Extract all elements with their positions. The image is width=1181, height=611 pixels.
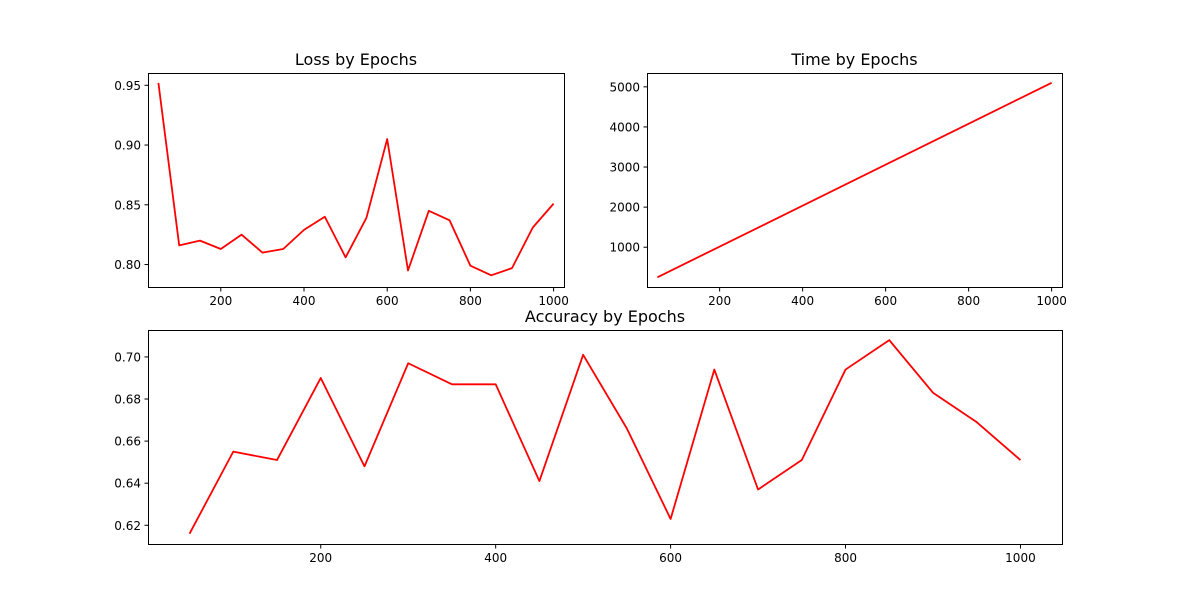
y-tick-label: 4000: [609, 120, 640, 134]
x-tick-label: 400: [484, 551, 507, 565]
y-tick-label: 0.68: [114, 393, 141, 407]
y-tick-label: 1000: [609, 241, 640, 255]
x-tick-label: 400: [791, 294, 814, 308]
y-tick-label: 0.70: [114, 350, 141, 364]
axes-frame: [148, 330, 1063, 545]
axes-frame: [647, 73, 1063, 288]
x-tick-label: 1000: [538, 294, 569, 308]
loss-chart: Loss by Epochs 200 400 600 800 1000 0.80 0.85 0…: [114, 50, 569, 308]
series-line: [656, 82, 1053, 279]
x-tick-label: 200: [708, 294, 731, 308]
y-tick-label: 5000: [609, 80, 640, 94]
y-tick-label: 2000: [609, 201, 640, 215]
chart-title: Loss by Epochs: [295, 50, 417, 69]
y-tick-label: 0.66: [114, 435, 141, 449]
y-tick-label: 3000: [609, 161, 640, 175]
x-tick-label: 1000: [1005, 551, 1036, 565]
chart-title: Accuracy by Epochs: [525, 307, 685, 326]
series-line: [188, 339, 1022, 535]
x-tick-label: 200: [309, 551, 332, 565]
y-tick-label: 0.80: [114, 258, 141, 272]
y-tick-label: 0.85: [114, 198, 141, 212]
y-tick-label: 0.62: [114, 519, 141, 533]
y-tick-label: 0.64: [114, 477, 141, 491]
accuracy-chart: Accuracy by Epochs 200 400 600 800 1000 0.62 0…: [114, 307, 1063, 565]
x-tick-label: 600: [376, 294, 399, 308]
x-tick-label: 800: [834, 551, 857, 565]
x-tick-label: 200: [209, 294, 232, 308]
x-tick-label: 800: [459, 294, 482, 308]
y-tick-label: 0.90: [114, 139, 141, 153]
axes-frame: [148, 73, 565, 288]
x-tick-label: 800: [957, 294, 980, 308]
series-line: [157, 82, 555, 277]
x-tick-label: 600: [659, 551, 682, 565]
x-tick-label: 600: [874, 294, 897, 308]
x-tick-label: 400: [293, 294, 316, 308]
y-tick-label: 0.95: [114, 79, 141, 93]
chart-title: Time by Epochs: [790, 50, 917, 69]
time-chart: Time by Epochs 200 400 600 800 1000 1000 2000 3…: [609, 50, 1066, 308]
x-tick-label: 1000: [1036, 294, 1067, 308]
